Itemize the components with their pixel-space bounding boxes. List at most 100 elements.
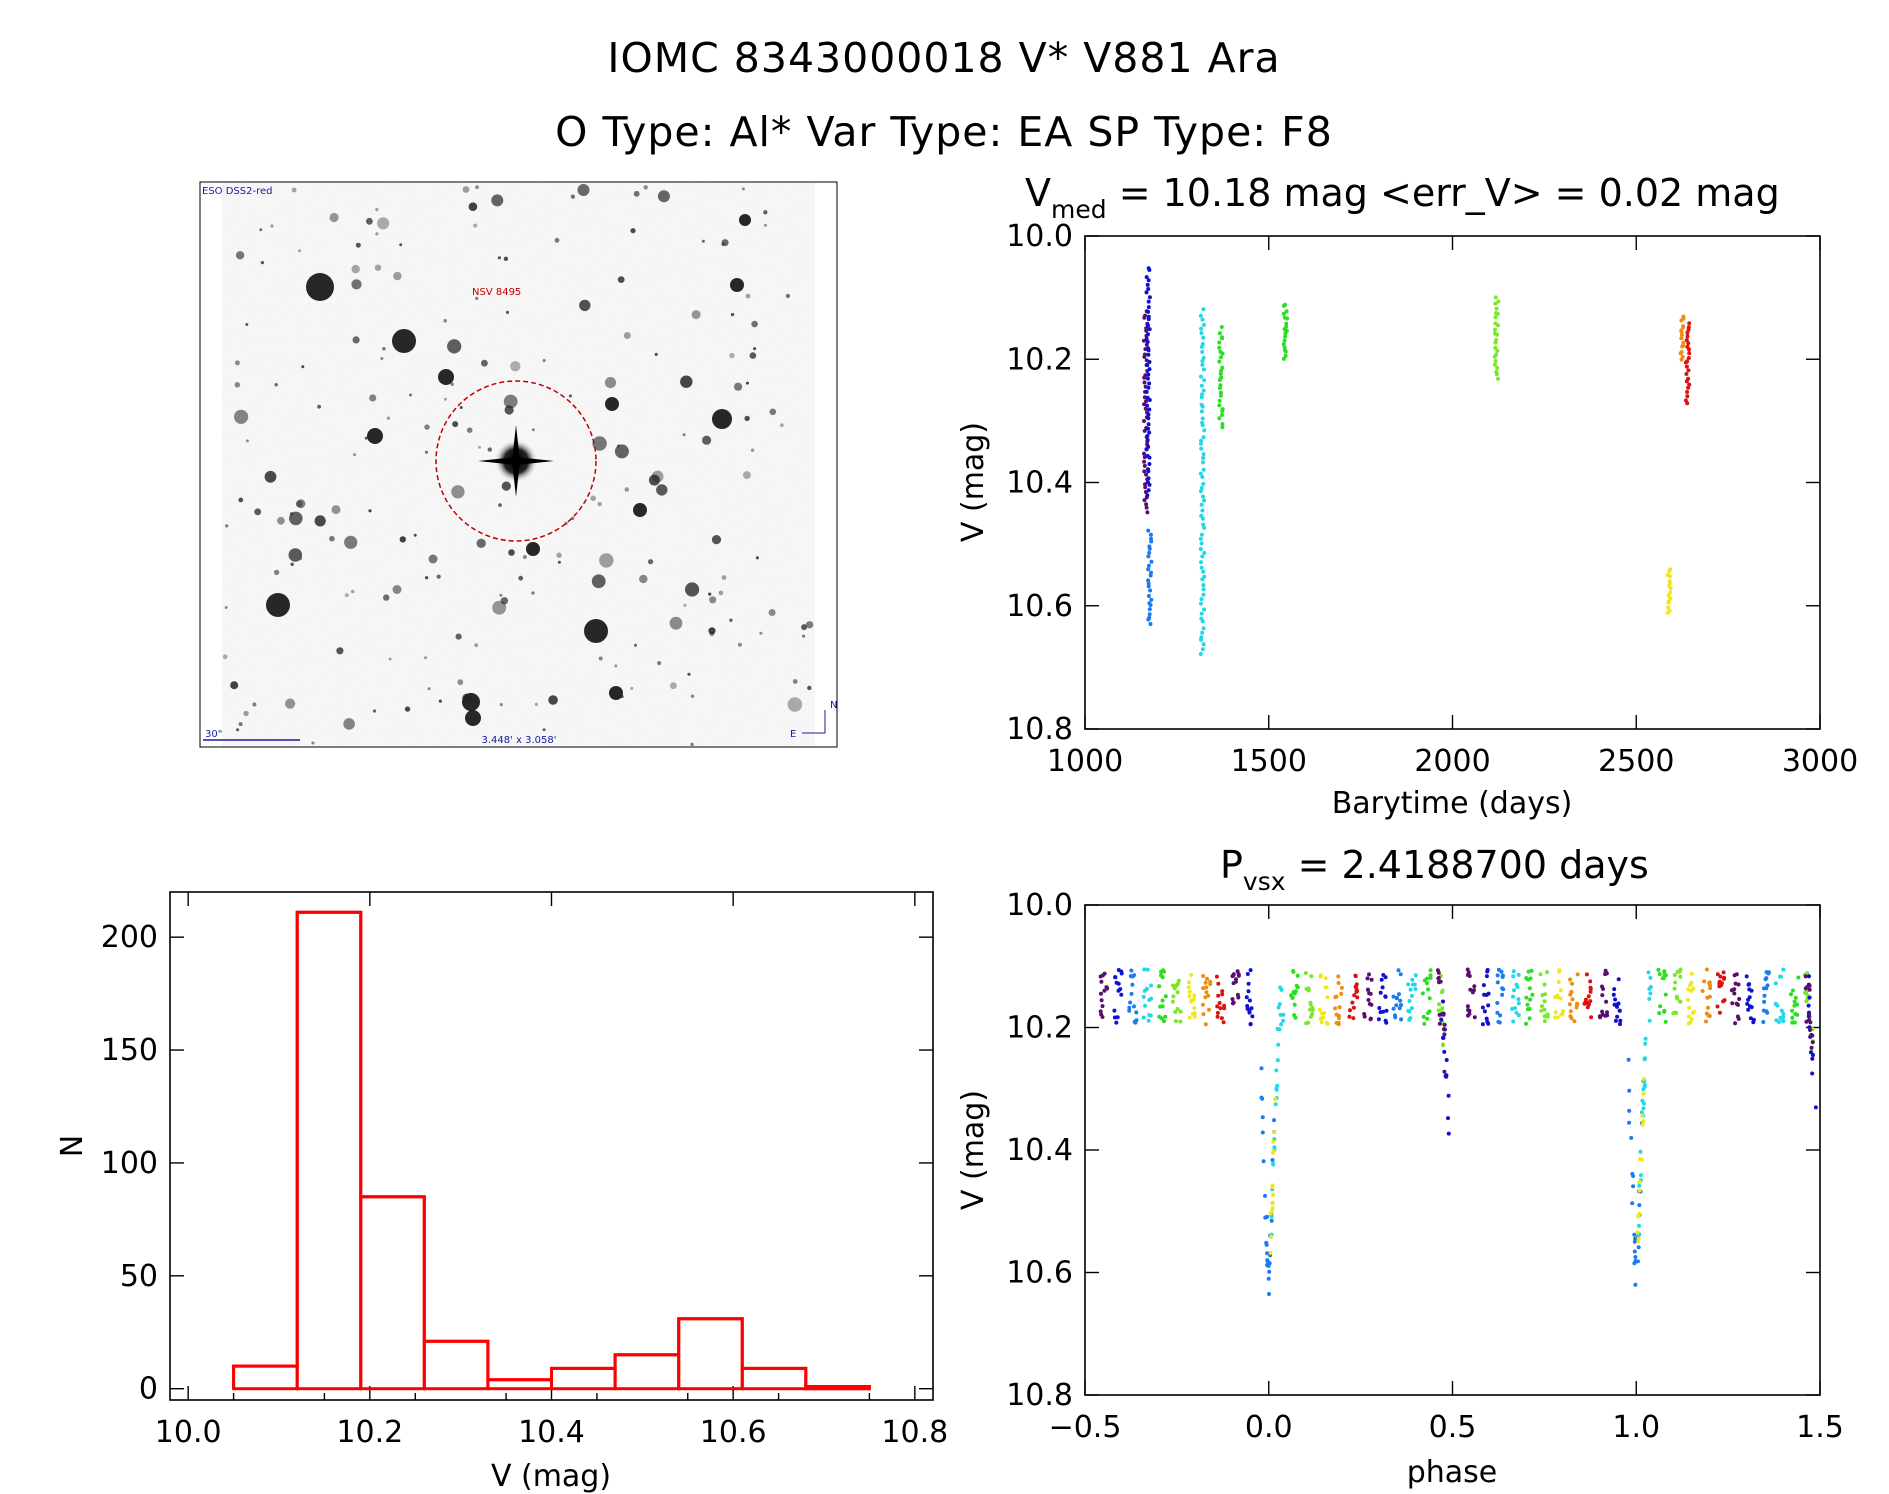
phased-point [1640, 1113, 1645, 1118]
finder-star [366, 217, 373, 225]
phased-point [1641, 1106, 1646, 1111]
phased-point [1231, 981, 1236, 986]
phased-point [1303, 971, 1308, 975]
phased-point [1379, 977, 1384, 982]
phased-point [1540, 1004, 1544, 1009]
phased-point [1220, 989, 1225, 994]
phased-point [1201, 974, 1206, 978]
phased-point [1529, 968, 1534, 973]
lightcurve-point [1220, 336, 1224, 341]
phased-point [1557, 968, 1562, 973]
phased-point [1648, 991, 1653, 996]
phased-point [1809, 1050, 1813, 1055]
lightcurve-ytick-label: 10.0 [1006, 219, 1073, 254]
lightcurve-point [1145, 403, 1150, 408]
phased-point [1351, 1016, 1356, 1021]
lightcurve-point [1146, 287, 1151, 291]
lightcurve-point [1684, 379, 1689, 384]
phased-point [1807, 987, 1812, 992]
lightcurve-point [1199, 446, 1204, 451]
finder-star [259, 228, 263, 232]
phased-point [1422, 1021, 1427, 1026]
phased-point [1616, 977, 1621, 982]
finder-star [399, 243, 403, 247]
phased-point [1355, 988, 1360, 993]
lightcurve-xtick-label: 2500 [1598, 744, 1674, 779]
lightcurve-point [1200, 475, 1205, 479]
phased-point [1306, 986, 1311, 991]
finder-star [557, 560, 561, 564]
phased-point [1269, 1214, 1274, 1219]
phased-point [1629, 1135, 1634, 1140]
lightcurve-point [1685, 334, 1690, 339]
lightcurve-point [1680, 333, 1684, 337]
phased-point [1748, 1016, 1753, 1021]
lightcurve-point [1220, 351, 1225, 356]
lightcurve-point [1679, 336, 1684, 341]
phased-point [1657, 972, 1662, 977]
histogram-ytick-label: 100 [101, 1146, 158, 1181]
phased-point [1336, 1020, 1341, 1025]
phased-point [1192, 1014, 1197, 1019]
histogram-ytick-label: 0 [139, 1372, 158, 1407]
lightcurve-point [1146, 422, 1151, 427]
lightcurve-point [1679, 329, 1684, 334]
lightcurve-point [1200, 630, 1205, 635]
phased-point [1207, 1007, 1211, 1012]
phased-point [1444, 1058, 1449, 1062]
phased-point [1809, 1045, 1814, 1050]
lightcurve-point [1218, 390, 1223, 395]
histogram-panel: 10.0 10.2 10.4 10.6 10.8 0 50 100 150 200 V (mag)… [55, 891, 948, 1494]
phased-point [1260, 1096, 1265, 1101]
finder-star [475, 296, 479, 300]
lightcurve-point [1144, 399, 1148, 404]
finder-star [225, 524, 229, 528]
phased-point [1317, 1007, 1322, 1012]
lightcurve-point [1493, 345, 1498, 350]
lightcurve-point [1202, 525, 1207, 530]
lightcurve-point [1666, 605, 1671, 610]
phased-point [1391, 994, 1396, 999]
finder-star [306, 273, 334, 301]
phased-point [1795, 1012, 1800, 1017]
phased-point [1173, 1019, 1178, 1024]
lightcurve-point [1146, 416, 1151, 421]
lightcurve-point [1147, 455, 1152, 460]
phased-point [1446, 1131, 1451, 1136]
lightcurve-point [1200, 404, 1205, 409]
phased-point [1407, 999, 1412, 1003]
finder-star [475, 185, 479, 190]
phased-point [1600, 993, 1605, 998]
phased-point [1425, 1016, 1430, 1021]
phased-point [1396, 968, 1401, 973]
finder-star [234, 382, 241, 388]
phased-point [1265, 1258, 1270, 1263]
phased-point [1472, 988, 1476, 993]
finder-target-label: NSV 8495 [472, 287, 521, 298]
phased-point [1324, 1020, 1329, 1025]
phased-point [1442, 1069, 1447, 1074]
phased-point [1675, 996, 1680, 1001]
lightcurve-point [1668, 590, 1673, 595]
lightcurve-point [1201, 642, 1206, 647]
finder-star [273, 569, 280, 576]
phased-ylabel: V (mag) [956, 1090, 991, 1210]
phased-point [1391, 1006, 1396, 1011]
phased-point [1292, 1002, 1297, 1007]
phased-point [1567, 1002, 1572, 1007]
lightcurve-point [1678, 351, 1683, 356]
phased-point [1293, 989, 1298, 994]
phased-point [1322, 1011, 1327, 1015]
lightcurve-point [1495, 332, 1499, 337]
phased-point [1157, 1014, 1162, 1019]
phased-point [1807, 974, 1811, 979]
phased-point [1368, 991, 1373, 996]
phased-point [1600, 984, 1604, 989]
phased-point [1516, 997, 1521, 1002]
phased-point [1203, 980, 1208, 985]
lightcurve-point [1147, 407, 1152, 412]
lightcurve-point [1284, 321, 1289, 326]
phased-point [1662, 1008, 1667, 1013]
lightcurve-point [1281, 356, 1286, 361]
phased-point [1355, 995, 1360, 1000]
